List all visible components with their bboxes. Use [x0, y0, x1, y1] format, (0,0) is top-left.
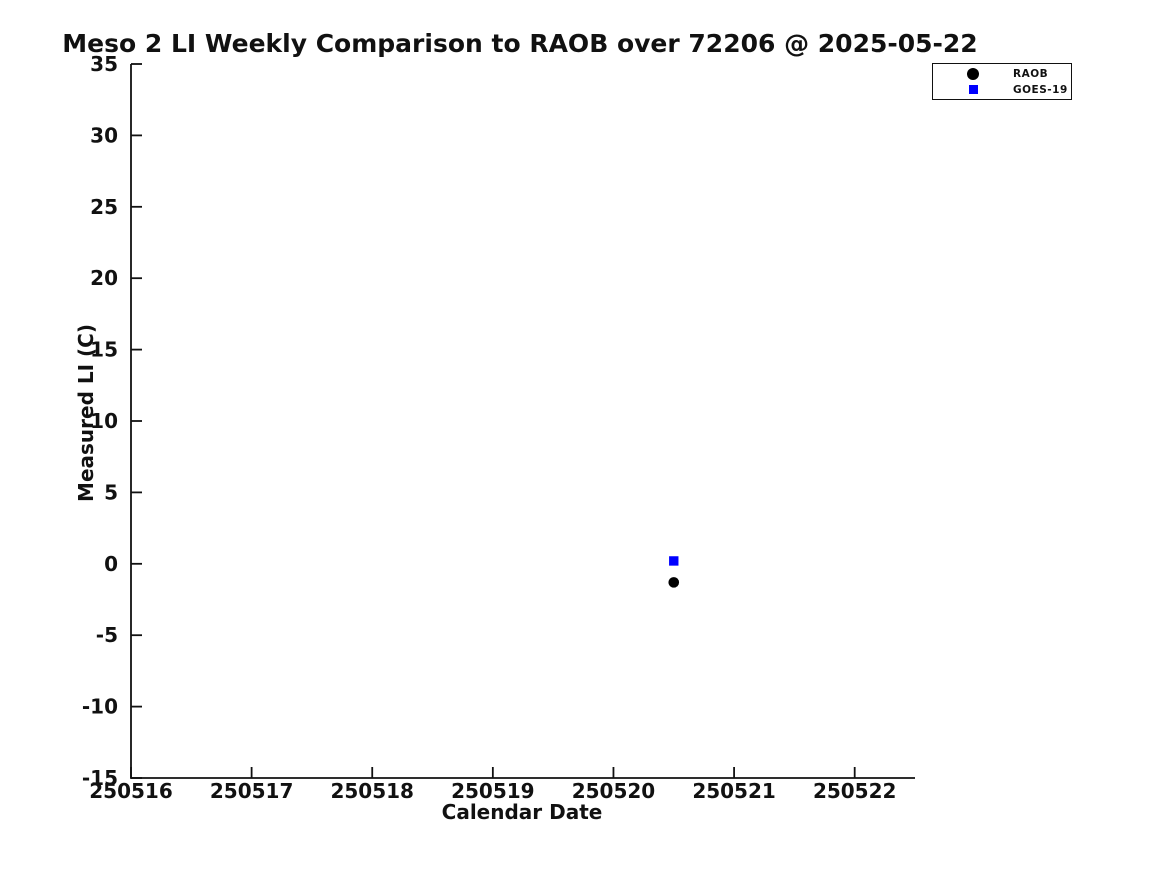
y-tick-label: 20	[90, 266, 118, 290]
legend-label-goes19: GOES-19	[1013, 83, 1068, 96]
x-tick-label: 250521	[692, 779, 776, 803]
legend-entry-raob: RAOB	[933, 66, 1071, 82]
raob-circle-icon	[967, 67, 979, 80]
y-tick-label: -5	[96, 623, 118, 647]
legend-entry-goes19: GOES-19	[933, 82, 1071, 98]
y-tick-label: 0	[104, 552, 118, 576]
y-axis-label: Measured LI (C)	[74, 324, 98, 502]
x-axis-label: Calendar Date	[441, 800, 603, 824]
x-tick-label: 250520	[572, 779, 656, 803]
y-tick-label: 10	[90, 409, 118, 433]
x-tick-label: 250522	[813, 779, 897, 803]
x-tick-label: 250518	[330, 779, 414, 803]
y-tick-label: 5	[104, 480, 118, 504]
legend-marker-box	[933, 85, 1013, 94]
x-tick-label: 250516	[89, 779, 173, 803]
raob-point	[668, 577, 680, 588]
y-tick-label: 35	[90, 52, 118, 76]
chart-title: Meso 2 LI Weekly Comparison to RAOB over…	[62, 29, 978, 58]
x-tick-label: 250519	[451, 779, 535, 803]
y-tick-label: -10	[82, 695, 118, 719]
x-tick-label: 250517	[210, 779, 294, 803]
y-tick-label: 30	[90, 123, 118, 147]
y-tick-label: 25	[90, 195, 118, 219]
y-tick-label: -15	[82, 766, 118, 790]
legend-label-raob: RAOB	[1013, 67, 1049, 80]
goes19-point	[669, 556, 679, 566]
goes19-square-icon	[968, 85, 978, 94]
legend-marker-box	[933, 67, 1013, 80]
y-tick-label: 15	[90, 338, 118, 362]
legend: RAOB GOES-19	[932, 63, 1072, 100]
